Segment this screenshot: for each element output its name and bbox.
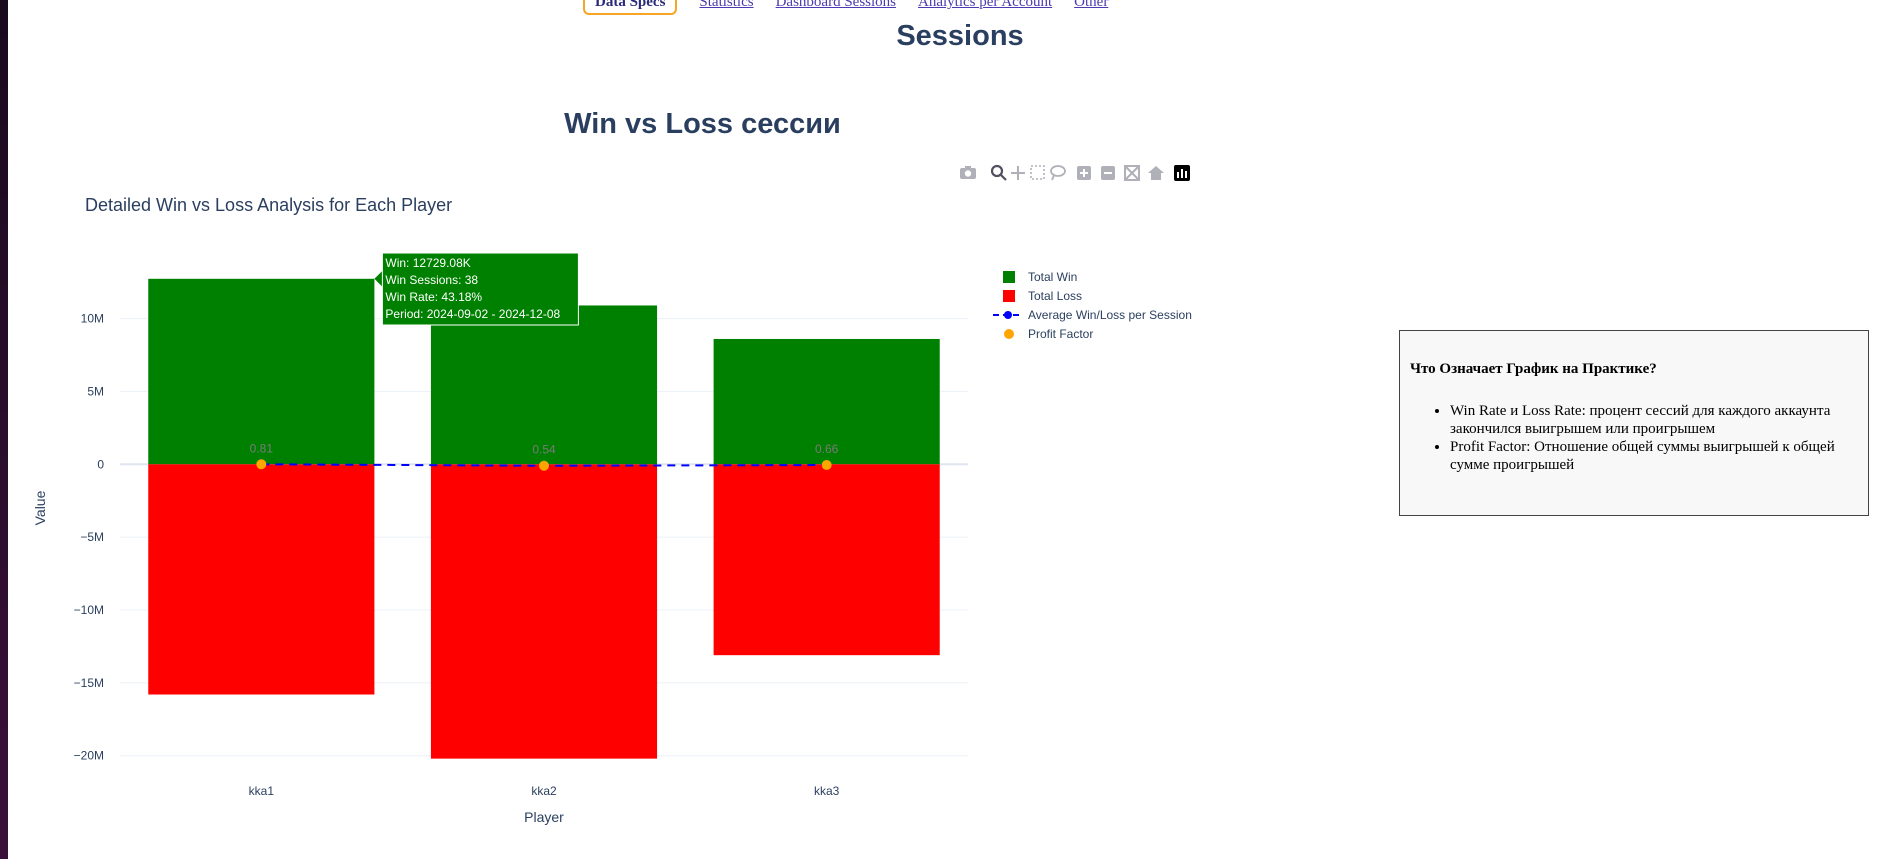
info-heading: Что Означает График на Практике? [1410, 361, 1657, 377]
x-tick-label: kka1 [249, 784, 275, 798]
tooltip-box [381, 252, 579, 326]
nav-tab-active[interactable]: Data Specs [583, 0, 678, 15]
legend-item[interactable]: Total Loss [1003, 289, 1082, 303]
legend-swatch [1003, 271, 1015, 283]
y-axis-title: Value [32, 490, 48, 525]
chart-modebar [960, 163, 1222, 183]
legend-label: Total Loss [1028, 289, 1082, 303]
legend-label: Average Win/Loss per Session [1028, 308, 1192, 322]
bar-total-loss [148, 464, 375, 695]
legend-item[interactable]: Average Win/Loss per Session [993, 308, 1192, 322]
info-item: Profit Factor: Отношение общей суммы выи… [1450, 438, 1858, 474]
page-title: Sessions [896, 20, 1024, 52]
chart-title: Detailed Win vs Loss Analysis for Each P… [85, 195, 453, 215]
window-edge [0, 0, 8, 859]
autoscale-icon[interactable] [1124, 165, 1140, 181]
home-icon[interactable] [1148, 166, 1164, 180]
plotly-logo-icon[interactable] [1174, 165, 1190, 181]
y-tick-label: −15M [74, 676, 104, 690]
lasso-icon[interactable] [1050, 165, 1066, 181]
y-tick-label: 5M [87, 384, 104, 398]
tooltip-line: Win Rate: 43.18% [385, 290, 482, 304]
bar-total-loss [713, 464, 940, 656]
box-select-icon[interactable] [1030, 165, 1045, 180]
legend-label: Total Win [1028, 270, 1077, 284]
bar-total-loss [430, 464, 658, 759]
info-box: Что Означает График на Практике? Win Rat… [1399, 330, 1869, 516]
tooltip-line: Win: 12729.08K [385, 256, 470, 270]
bar-total-win [430, 305, 658, 465]
tooltip-pointer [374, 270, 383, 287]
win-loss-chart[interactable]: 0.81 0.54 0.66 10M 5M 0 −5M −10M −15M −20M kka1 kk… [0, 0, 1400, 859]
bar-total-win [148, 278, 375, 465]
legend-swatch [1003, 290, 1015, 302]
nav-link-other[interactable]: Other [1074, 0, 1109, 10]
tooltip-line: Win Sessions: 38 [385, 273, 478, 287]
x-tick-label: kka3 [814, 784, 840, 798]
info-item: Win Rate и Loss Rate: процент сессий для… [1450, 402, 1858, 438]
y-tick-label: 10M [81, 312, 104, 326]
y-tick-label: −5M [80, 530, 104, 544]
x-tick-label: kka2 [531, 784, 557, 798]
section-title: Win vs Loss сессии [564, 108, 841, 140]
nav-link-statistics[interactable]: Statistics [699, 0, 754, 10]
bar-total-win [713, 338, 940, 465]
legend-item[interactable]: Profit Factor [1004, 327, 1093, 341]
profit-factor-label: 0.54 [532, 443, 556, 457]
info-list: Win Rate и Loss Rate: процент сессий для… [1410, 402, 1858, 474]
profit-factor-marker [256, 459, 267, 470]
nav-link-analytics[interactable]: Analytics per Account [918, 0, 1053, 10]
y-tick-label: −10M [74, 603, 104, 617]
tooltip-line: Period: 2024-09-02 - 2024-12-08 [385, 307, 560, 321]
zoom-out-icon[interactable] [1101, 166, 1115, 180]
x-axis-title: Player [524, 809, 564, 825]
profit-factor-label: 0.66 [815, 442, 839, 456]
legend-item[interactable]: Total Win [1003, 270, 1077, 284]
y-tick-label: −20M [74, 749, 104, 763]
profit-factor-marker [821, 460, 832, 471]
zoom-in-icon[interactable] [1077, 166, 1091, 180]
y-tick-label: 0 [97, 457, 104, 471]
top-navigation: Data Specs Statistics Dashboard Sessions… [583, 0, 1108, 15]
profit-factor-label: 0.81 [250, 441, 274, 455]
camera-icon[interactable] [960, 166, 976, 179]
zoom-icon[interactable] [990, 164, 1007, 181]
pan-icon[interactable] [1011, 166, 1025, 180]
legend-swatch [1004, 329, 1014, 339]
legend-label: Profit Factor [1028, 327, 1093, 341]
nav-link-dashboard[interactable]: Dashboard Sessions [775, 0, 897, 10]
profit-factor-marker [539, 460, 549, 471]
legend-swatch [1004, 311, 1012, 319]
